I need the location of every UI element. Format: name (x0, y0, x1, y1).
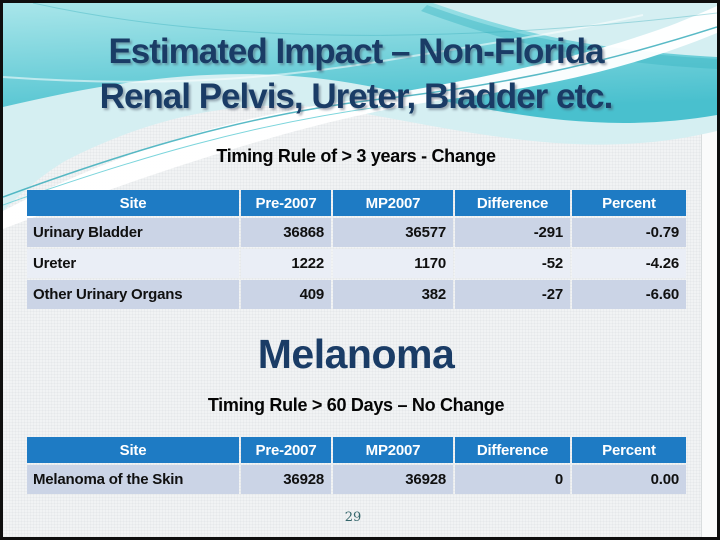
header-cell-mp2007: MP2007 (333, 190, 453, 216)
header-cell-site: Site (27, 437, 239, 463)
section1-table: Site Pre-2007 MP2007 Difference Percent … (25, 188, 688, 311)
cell-pre2007: 409 (241, 280, 331, 309)
header-cell-difference: Difference (455, 190, 570, 216)
cell-site: Urinary Bladder (27, 218, 239, 247)
cell-difference: 0 (455, 465, 570, 494)
cell-pre2007: 1222 (241, 249, 331, 278)
cell-pre2007: 36868 (241, 218, 331, 247)
table-row: Other Urinary Organs 409 382 -27 -6.60 (27, 280, 686, 309)
page-number: 29 (344, 510, 362, 525)
header-wave-graphic (3, 3, 717, 229)
cell-difference: -27 (455, 280, 570, 309)
section1-header-row: Site Pre-2007 MP2007 Difference Percent (27, 190, 686, 216)
section2-heading: Melanoma (257, 331, 455, 377)
header-cell-percent: Percent (572, 190, 686, 216)
cell-site: Ureter (27, 249, 239, 278)
section2-subtitle: Timing Rule > 60 Days – No Change (207, 395, 505, 415)
cell-mp2007: 36928 (333, 465, 453, 494)
cell-difference: -291 (455, 218, 570, 247)
title-line-2: Renal Pelvis, Ureter, Bladder etc. (99, 77, 614, 116)
cell-site: Melanoma of the Skin (27, 465, 239, 494)
header-cell-percent: Percent (572, 437, 686, 463)
cell-mp2007: 36577 (333, 218, 453, 247)
header-cell-pre2007: Pre-2007 (241, 190, 331, 216)
cell-mp2007: 382 (333, 280, 453, 309)
slide-right-margin (701, 119, 717, 537)
cell-percent: -0.79 (572, 218, 686, 247)
header-cell-site: Site (27, 190, 239, 216)
slide-title: Estimated Impact – Non-Florida Renal Pel… (3, 29, 709, 119)
section2-header-row: Site Pre-2007 MP2007 Difference Percent (27, 437, 686, 463)
cell-percent: -6.60 (572, 280, 686, 309)
cell-mp2007: 1170 (333, 249, 453, 278)
table-row: Urinary Bladder 36868 36577 -291 -0.79 (27, 218, 686, 247)
cell-difference: -52 (455, 249, 570, 278)
cell-percent: 0.00 (572, 465, 686, 494)
header-cell-mp2007: MP2007 (333, 437, 453, 463)
table-row: Melanoma of the Skin 36928 36928 0 0.00 (27, 465, 686, 494)
title-line-1: Estimated Impact – Non-Florida (108, 32, 604, 71)
header-cell-difference: Difference (455, 437, 570, 463)
table-row: Ureter 1222 1170 -52 -4.26 (27, 249, 686, 278)
header-cell-pre2007: Pre-2007 (241, 437, 331, 463)
section1-subtitle: Timing Rule of > 3 years - Change (216, 146, 496, 166)
cell-percent: -4.26 (572, 249, 686, 278)
section2-table: Site Pre-2007 MP2007 Difference Percent … (25, 435, 688, 496)
cell-pre2007: 36928 (241, 465, 331, 494)
cell-site: Other Urinary Organs (27, 280, 239, 309)
